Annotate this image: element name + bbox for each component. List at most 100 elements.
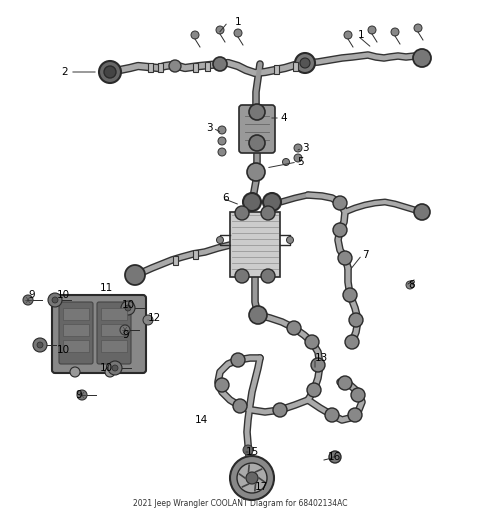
Circle shape <box>169 60 181 72</box>
Text: 17: 17 <box>255 482 268 492</box>
Circle shape <box>218 148 226 156</box>
Circle shape <box>311 358 325 372</box>
Circle shape <box>230 456 274 500</box>
Circle shape <box>213 57 227 71</box>
Bar <box>192 249 197 259</box>
Text: 10: 10 <box>57 345 70 355</box>
Circle shape <box>343 288 357 302</box>
Circle shape <box>218 126 226 134</box>
Circle shape <box>305 335 319 349</box>
Text: 15: 15 <box>246 447 259 457</box>
Bar <box>101 324 127 336</box>
Circle shape <box>48 293 62 307</box>
Circle shape <box>349 313 363 327</box>
Circle shape <box>243 445 253 455</box>
Circle shape <box>295 53 315 73</box>
Circle shape <box>216 26 224 34</box>
Bar <box>230 212 280 277</box>
Bar <box>63 308 89 320</box>
Bar <box>101 308 127 320</box>
Text: 5: 5 <box>297 157 304 167</box>
Circle shape <box>120 325 130 335</box>
Text: 1: 1 <box>358 30 365 40</box>
Circle shape <box>300 58 310 68</box>
Text: 6: 6 <box>222 193 228 203</box>
FancyBboxPatch shape <box>52 295 146 373</box>
Text: 13: 13 <box>315 353 328 363</box>
Circle shape <box>261 269 275 283</box>
Circle shape <box>344 31 352 39</box>
Circle shape <box>247 163 265 181</box>
Circle shape <box>261 206 275 220</box>
Text: 9: 9 <box>122 330 129 340</box>
Text: 16: 16 <box>328 452 341 462</box>
Circle shape <box>413 49 431 67</box>
Text: 10: 10 <box>57 290 70 300</box>
Circle shape <box>216 237 224 244</box>
Bar <box>63 324 89 336</box>
Circle shape <box>70 367 80 377</box>
Circle shape <box>283 159 289 165</box>
Circle shape <box>333 223 347 237</box>
Circle shape <box>108 361 122 375</box>
Text: 3: 3 <box>302 143 309 153</box>
Circle shape <box>125 305 131 311</box>
Circle shape <box>345 335 359 349</box>
Circle shape <box>294 154 302 162</box>
Circle shape <box>52 297 58 303</box>
Text: 2: 2 <box>61 67 68 77</box>
Text: 11: 11 <box>100 283 113 293</box>
Circle shape <box>235 206 249 220</box>
Text: 12: 12 <box>148 313 161 323</box>
Circle shape <box>391 28 399 36</box>
Circle shape <box>368 26 376 34</box>
Circle shape <box>325 408 339 422</box>
Circle shape <box>414 24 422 32</box>
Circle shape <box>143 315 153 325</box>
Circle shape <box>234 29 242 37</box>
Circle shape <box>105 367 115 377</box>
Bar <box>192 62 197 72</box>
Circle shape <box>294 144 302 152</box>
Circle shape <box>37 342 43 348</box>
Circle shape <box>287 237 293 244</box>
Circle shape <box>215 378 229 392</box>
Text: 2021 Jeep Wrangler COOLANT Diagram for 68402134AC: 2021 Jeep Wrangler COOLANT Diagram for 6… <box>133 499 347 508</box>
Circle shape <box>414 204 430 220</box>
Circle shape <box>249 104 265 120</box>
Bar <box>147 62 153 72</box>
Circle shape <box>237 463 267 493</box>
Circle shape <box>329 451 341 463</box>
Circle shape <box>112 365 118 371</box>
Circle shape <box>351 388 365 402</box>
Circle shape <box>406 281 414 289</box>
Bar <box>157 62 163 72</box>
Text: 1: 1 <box>235 17 241 27</box>
Circle shape <box>249 306 267 324</box>
Circle shape <box>125 265 145 285</box>
Text: 7: 7 <box>362 250 369 260</box>
Text: 14: 14 <box>195 415 208 425</box>
Circle shape <box>249 135 265 151</box>
Circle shape <box>121 301 135 315</box>
Bar <box>63 340 89 352</box>
Circle shape <box>307 383 321 397</box>
Circle shape <box>77 390 87 400</box>
Circle shape <box>338 251 352 265</box>
Text: 4: 4 <box>280 113 287 123</box>
Text: 3: 3 <box>206 123 213 133</box>
Text: 10: 10 <box>122 300 135 310</box>
Circle shape <box>348 408 362 422</box>
Bar <box>101 340 127 352</box>
Circle shape <box>243 193 261 211</box>
Circle shape <box>23 295 33 305</box>
Bar <box>204 61 209 71</box>
Circle shape <box>235 269 249 283</box>
Circle shape <box>99 61 121 83</box>
Circle shape <box>231 353 245 367</box>
Text: 8: 8 <box>408 280 415 290</box>
FancyBboxPatch shape <box>239 105 275 153</box>
Bar <box>274 65 278 74</box>
Circle shape <box>246 472 258 484</box>
Circle shape <box>338 376 352 390</box>
